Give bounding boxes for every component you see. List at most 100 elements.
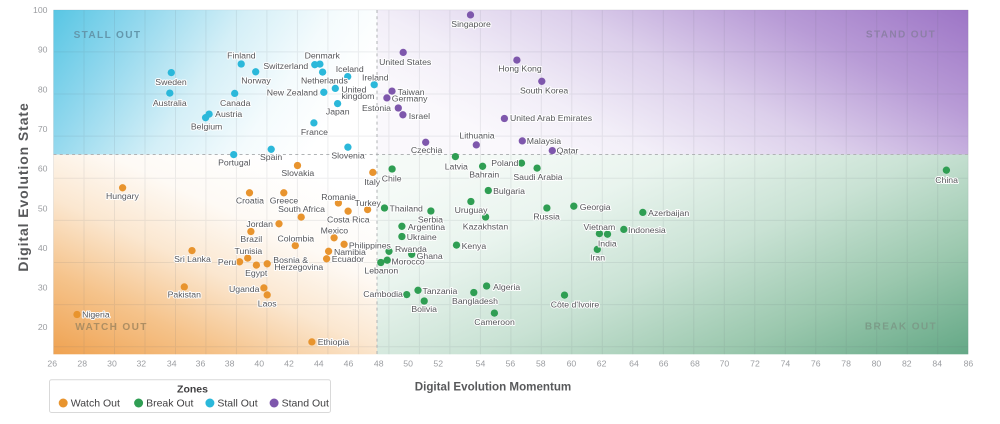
svg-text:South Africa: South Africa <box>278 204 325 214</box>
svg-text:84: 84 <box>932 358 942 368</box>
svg-text:Nigeria: Nigeria <box>82 310 110 320</box>
svg-text:Digital Evolution Momentum: Digital Evolution Momentum <box>415 381 572 394</box>
svg-text:United States: United States <box>379 57 432 67</box>
svg-text:Netherlands: Netherlands <box>301 76 349 86</box>
svg-text:Mexico: Mexico <box>321 226 349 236</box>
svg-text:70: 70 <box>720 358 730 368</box>
svg-text:Break Out: Break Out <box>146 398 193 410</box>
svg-text:STAND OUT: STAND OUT <box>866 30 936 41</box>
svg-text:Bahrain: Bahrain <box>469 170 499 180</box>
svg-text:Algeria: Algeria <box>493 282 520 292</box>
svg-text:Philippines: Philippines <box>349 240 392 250</box>
svg-text:Bulgaria: Bulgaria <box>493 186 525 196</box>
svg-text:Lebanon: Lebanon <box>364 266 398 276</box>
svg-text:Slovenia: Slovenia <box>331 151 364 161</box>
svg-text:Saudi Arabia: Saudi Arabia <box>513 172 562 182</box>
svg-text:Namibia: Namibia <box>334 247 366 257</box>
svg-text:Serbia: Serbia <box>418 214 443 224</box>
svg-text:Greece: Greece <box>270 195 299 205</box>
svg-text:Georgia: Georgia <box>580 202 611 212</box>
svg-text:Estonia: Estonia <box>362 103 391 113</box>
svg-text:Belgium: Belgium <box>191 121 222 131</box>
svg-text:Portugal: Portugal <box>218 157 250 167</box>
svg-text:Peru: Peru <box>218 257 237 267</box>
svg-text:Watch Out: Watch Out <box>71 398 120 410</box>
svg-text:Spain: Spain <box>260 152 282 162</box>
svg-text:China: China <box>935 175 958 185</box>
svg-text:62: 62 <box>597 358 607 368</box>
svg-text:90: 90 <box>38 45 48 55</box>
svg-text:Bosnia &: Bosnia & <box>273 255 308 265</box>
svg-text:Indonesia: Indonesia <box>628 225 666 235</box>
svg-text:68: 68 <box>690 358 700 368</box>
svg-text:WATCH OUT: WATCH OUT <box>75 322 148 333</box>
svg-text:Herzegovina: Herzegovina <box>274 262 323 272</box>
svg-text:64: 64 <box>629 358 639 368</box>
svg-text:Jordan: Jordan <box>246 219 273 229</box>
svg-text:Tunisia: Tunisia <box>235 246 263 256</box>
svg-text:30: 30 <box>38 283 48 293</box>
svg-text:56: 56 <box>506 358 516 368</box>
svg-text:70: 70 <box>38 124 48 134</box>
svg-text:Ghana: Ghana <box>417 251 443 261</box>
svg-text:54: 54 <box>476 358 486 368</box>
svg-text:20: 20 <box>38 322 48 332</box>
svg-text:Uganda: Uganda <box>229 284 260 294</box>
svg-text:Brazil: Brazil <box>240 234 262 244</box>
svg-text:Digital Evolution State: Digital Evolution State <box>15 102 31 271</box>
svg-text:Costa Rica: Costa Rica <box>327 214 370 224</box>
svg-text:Ireland: Ireland <box>362 73 389 83</box>
svg-text:60: 60 <box>38 164 48 174</box>
svg-text:78: 78 <box>841 358 851 368</box>
svg-text:Malaysia: Malaysia <box>527 136 561 146</box>
svg-text:100: 100 <box>33 5 48 15</box>
svg-text:46: 46 <box>344 358 354 368</box>
svg-text:60: 60 <box>567 358 577 368</box>
svg-text:Ethiopia: Ethiopia <box>318 337 350 347</box>
svg-text:Cambodia: Cambodia <box>363 289 403 299</box>
svg-text:Norway: Norway <box>241 76 271 86</box>
svg-text:40: 40 <box>38 243 48 253</box>
svg-text:Russia: Russia <box>533 211 560 221</box>
svg-text:Singapore: Singapore <box>451 19 491 29</box>
svg-text:BREAK OUT: BREAK OUT <box>865 322 937 333</box>
svg-text:Sweden: Sweden <box>155 77 187 87</box>
svg-text:34: 34 <box>167 358 177 368</box>
svg-text:36: 36 <box>196 358 206 368</box>
svg-text:Poland: Poland <box>491 158 518 168</box>
svg-text:Kenya: Kenya <box>462 241 487 251</box>
svg-text:40: 40 <box>254 358 264 368</box>
svg-text:Cameroon: Cameroon <box>474 317 515 327</box>
svg-text:France: France <box>301 127 328 137</box>
svg-text:52: 52 <box>433 358 443 368</box>
svg-text:Zones: Zones <box>177 384 208 396</box>
svg-text:80: 80 <box>872 358 882 368</box>
svg-text:Bolivia: Bolivia <box>411 304 437 314</box>
svg-text:58: 58 <box>536 358 546 368</box>
svg-text:26: 26 <box>47 358 57 368</box>
svg-text:32: 32 <box>136 358 146 368</box>
svg-text:66: 66 <box>659 358 669 368</box>
svg-text:86: 86 <box>964 358 974 368</box>
svg-text:Lithuania: Lithuania <box>459 131 494 141</box>
svg-text:Uruguay: Uruguay <box>455 205 488 215</box>
svg-text:Ukraine: Ukraine <box>407 232 437 242</box>
svg-text:Azerbaijan: Azerbaijan <box>648 208 689 218</box>
svg-text:Iceland: Iceland <box>336 64 364 74</box>
svg-text:76: 76 <box>811 358 821 368</box>
svg-text:kingdom: kingdom <box>341 91 374 101</box>
svg-text:38: 38 <box>225 358 235 368</box>
svg-text:Laos: Laos <box>258 299 277 309</box>
svg-text:50: 50 <box>38 203 48 213</box>
svg-text:82: 82 <box>902 358 912 368</box>
svg-text:Côte d'Ivoire: Côte d'Ivoire <box>551 300 600 310</box>
svg-text:STALL OUT: STALL OUT <box>74 30 142 41</box>
svg-text:Colombia: Colombia <box>277 234 314 244</box>
svg-text:Denmark: Denmark <box>305 51 341 61</box>
svg-text:44: 44 <box>314 358 324 368</box>
svg-text:Morocco: Morocco <box>391 257 424 267</box>
svg-text:Iran: Iran <box>590 253 605 263</box>
svg-text:Canada: Canada <box>220 98 251 108</box>
svg-text:United: United <box>341 84 366 94</box>
svg-text:Rwanda: Rwanda <box>395 244 427 254</box>
